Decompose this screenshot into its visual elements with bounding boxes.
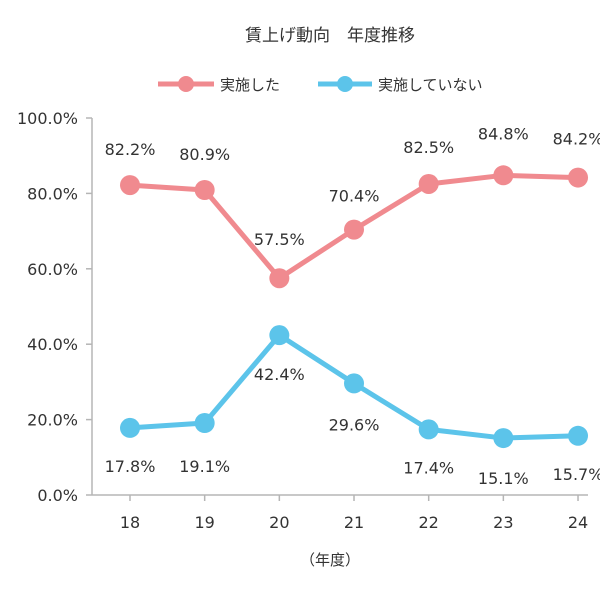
data-point [493,165,514,186]
data-label: 17.8% [105,457,156,476]
y-tick-label: 0.0% [37,486,78,505]
legend: 実施した 実施していない [158,76,483,94]
x-tick-label: 24 [568,513,588,532]
data-label: 42.4% [254,365,305,384]
data-label: 57.5% [254,230,305,249]
legend-marker-implemented [178,76,194,92]
data-label: 19.1% [179,457,230,476]
x-tick-label: 22 [419,513,439,532]
legend-label-implemented: 実施した [220,76,280,94]
y-ticks: 0.0% 20.0% 40.0% 60.0% 80.0% 100.0% [17,109,92,505]
y-tick-label: 60.0% [27,260,78,279]
chart-title: 賃上げ動向 年度推移 [245,26,415,46]
x-tick-label: 18 [120,513,140,532]
x-axis-title: （年度） [300,551,360,569]
data-point [120,417,140,438]
data-labels: 82.2% 80.9% 57.5% 70.4% 82.5% 84.8% 84.2% 17.8%… [105,124,600,488]
data-label: 82.5% [403,138,454,157]
x-tick-label: 20 [269,513,289,532]
data-point [418,173,439,194]
data-point [194,412,215,433]
data-label: 15.7% [553,465,600,484]
x-tick-label: 23 [493,513,513,532]
x-tick-label: 21 [344,513,364,532]
legend-item-not-implemented: 実施していない [318,76,483,94]
data-label: 84.8% [478,124,529,143]
data-point [269,268,290,289]
y-tick-label: 80.0% [27,184,78,203]
data-point [344,219,365,240]
legend-item-implemented: 実施した [158,76,280,94]
data-point [120,175,140,196]
data-label: 29.6% [329,415,380,434]
data-point [344,373,365,394]
data-point [194,180,215,201]
data-label: 15.1% [478,469,529,488]
y-tick-label: 40.0% [27,335,78,354]
x-ticks: 18 19 20 21 22 23 24 [120,495,588,532]
data-point [493,428,514,449]
data-label: 84.2% [553,130,600,149]
data-label: 82.2% [105,140,156,159]
legend-marker-not-implemented [337,76,353,92]
data-label: 70.4% [329,187,380,206]
data-point [418,419,439,440]
y-tick-label: 100.0% [17,109,78,128]
data-label: 17.4% [403,458,454,477]
y-tick-label: 20.0% [27,411,78,430]
x-tick-label: 19 [194,513,214,532]
axes [91,118,588,496]
legend-label-not-implemented: 実施していない [378,76,483,94]
series-layer [120,165,589,449]
data-point [568,167,589,188]
data-label: 80.9% [179,145,230,164]
data-point [269,325,290,346]
data-point [568,425,589,446]
